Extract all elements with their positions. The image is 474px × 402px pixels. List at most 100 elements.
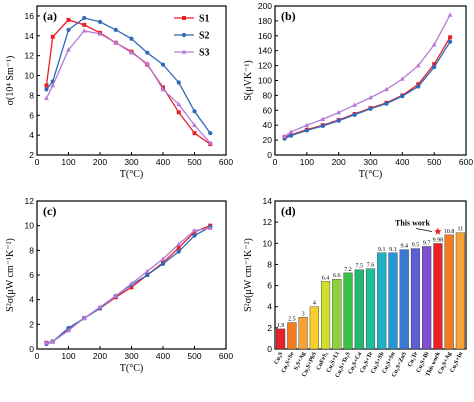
y-tick-label: 200 xyxy=(258,1,272,11)
point-s3 xyxy=(144,268,150,274)
bar-value-label: 2.5 xyxy=(288,317,296,323)
bar-value-label: 9.1 xyxy=(378,247,386,253)
point-s2 xyxy=(192,109,197,114)
bar xyxy=(354,269,364,350)
bar-value-label: 7.6 xyxy=(367,263,375,269)
bar xyxy=(455,232,465,350)
bar-value-label: 7.2 xyxy=(344,267,352,273)
point-s2 xyxy=(97,19,103,24)
point-s3 xyxy=(176,101,182,107)
point-s1 xyxy=(44,83,49,88)
bar xyxy=(399,249,409,350)
series-line-s2 xyxy=(45,17,211,134)
bar xyxy=(343,272,353,350)
point-s3 xyxy=(113,40,119,45)
x-tick-label: 500 xyxy=(187,351,201,361)
point-s3 xyxy=(160,256,166,261)
point-s3 xyxy=(144,61,150,66)
panel-label: (b) xyxy=(281,9,296,23)
series-line-s2 xyxy=(284,41,451,140)
annotation-arrow xyxy=(415,228,432,232)
point-s1 xyxy=(66,17,71,22)
point-s2 xyxy=(176,249,181,254)
point-s2 xyxy=(208,131,213,136)
x-axis-title: T(°C) xyxy=(120,169,143,180)
point-s2 xyxy=(384,101,389,106)
bar-value-label: 1.9 xyxy=(277,323,285,329)
y-tick-label: 12 xyxy=(25,196,35,206)
y-tick-label: 8 xyxy=(29,90,34,100)
point-s3 xyxy=(50,339,56,344)
y-tick-label: 60 xyxy=(263,105,273,115)
point-s3 xyxy=(113,293,119,298)
this-work-star-icon xyxy=(434,227,442,235)
x-tick-label: 200 xyxy=(93,351,107,361)
legend-label-s1: S1 xyxy=(199,14,210,25)
x-tick-label: 0 xyxy=(35,351,40,361)
point-s2 xyxy=(145,50,150,55)
y-tick-label: 10 xyxy=(25,221,35,231)
point-s1 xyxy=(176,245,181,250)
bar-value-label: 10.8 xyxy=(444,229,455,235)
y-tick-label: 12 xyxy=(263,217,273,227)
legend-marker-s3 xyxy=(181,49,187,54)
x-tick-label: 400 xyxy=(395,157,409,167)
bar-value-label: 9.98 xyxy=(433,237,444,243)
bar-value-label: 6.4 xyxy=(322,275,330,281)
point-s2 xyxy=(320,123,325,129)
point-s3 xyxy=(66,327,71,333)
y-axis-title: S²σ(μW cm⁻¹K⁻²) xyxy=(243,238,254,312)
y-tick-label: 6 xyxy=(267,281,272,291)
point-s3 xyxy=(192,122,197,127)
point-s3 xyxy=(176,241,182,246)
point-s2 xyxy=(160,62,166,67)
y-tick-label: 120 xyxy=(258,61,272,71)
bar-value-label: 9.4 xyxy=(400,244,408,250)
bar xyxy=(287,322,297,350)
bar xyxy=(332,279,342,350)
bar-value-label: 9.1 xyxy=(389,247,397,253)
y-tick-label: 6 xyxy=(29,270,34,280)
point-s3 xyxy=(97,31,103,36)
series-line-s1 xyxy=(45,19,211,145)
bar xyxy=(320,281,331,350)
x-tick-label: 400 xyxy=(156,157,170,167)
point-s3 xyxy=(399,76,405,81)
y-tick-label: 16 xyxy=(25,11,35,21)
series-line-s3 xyxy=(45,30,211,144)
this-work-annotation: This work xyxy=(395,218,430,227)
y-tick-label: 100 xyxy=(258,76,272,86)
point-s3 xyxy=(66,47,71,52)
point-s3 xyxy=(352,102,357,107)
point-s3 xyxy=(44,340,49,345)
bar xyxy=(377,252,387,350)
point-s1 xyxy=(192,131,197,136)
point-s1 xyxy=(50,34,55,39)
series-line-s1 xyxy=(46,225,211,344)
bar-value-label: 6.6 xyxy=(333,273,341,279)
bar-value-label: 9.5 xyxy=(412,243,420,249)
point-s2 xyxy=(447,39,453,44)
plot-frame xyxy=(274,5,467,156)
x-tick-label: 400 xyxy=(156,351,170,361)
point-s2 xyxy=(160,261,166,266)
point-s3 xyxy=(129,50,134,55)
x-tick-label: 100 xyxy=(61,157,75,167)
point-s2 xyxy=(400,94,405,99)
y-axis-title: S(μVK⁻¹) xyxy=(243,60,254,100)
y-tick-label: 8 xyxy=(267,259,272,269)
bar xyxy=(309,306,319,350)
y-tick-label: 2 xyxy=(29,319,34,329)
point-s3 xyxy=(431,42,437,47)
point-s3 xyxy=(97,304,103,309)
y-tick-label: 14 xyxy=(263,196,273,206)
bar xyxy=(365,268,376,350)
series-line-s3 xyxy=(284,14,451,137)
x-tick-label: 0 xyxy=(35,157,40,167)
x-tick-label: 300 xyxy=(363,157,377,167)
bar-value-label: 4 xyxy=(313,301,316,307)
point-s2 xyxy=(82,15,87,21)
y-tick-label: 0 xyxy=(267,150,272,160)
